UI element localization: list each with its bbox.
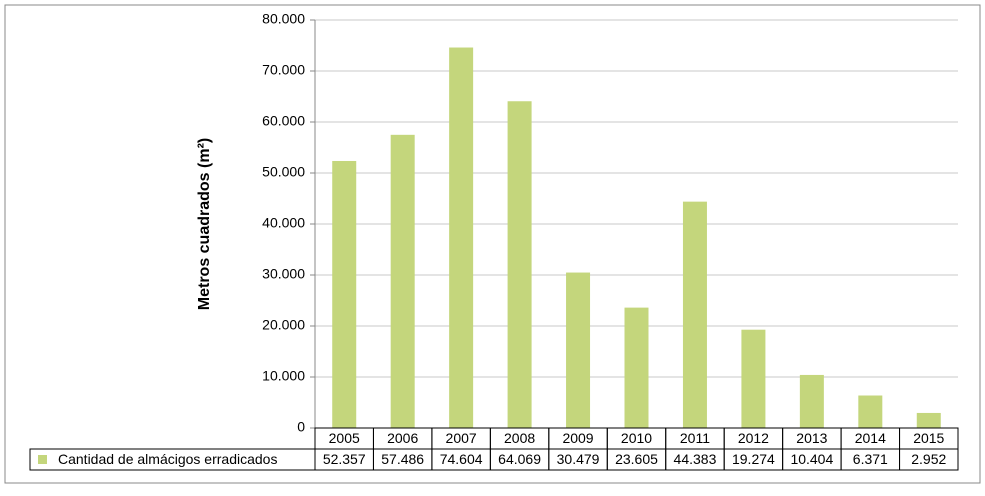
- data-label: 30.479: [557, 451, 600, 467]
- x-tick-label: 2013: [796, 430, 827, 446]
- x-tick-label: 2012: [738, 430, 769, 446]
- data-label: 2.952: [911, 451, 946, 467]
- x-tick-label: 2007: [446, 430, 477, 446]
- y-tick-label: 30.000: [262, 266, 305, 282]
- legend-label: Cantidad de almácigos erradicados: [58, 451, 277, 467]
- bar: [682, 201, 707, 428]
- x-tick-label: 2011: [680, 430, 710, 446]
- chart-frame: [4, 4, 981, 484]
- bar: [741, 329, 766, 428]
- bar: [916, 412, 941, 428]
- x-tick-label: 2009: [562, 430, 593, 446]
- bar: [332, 160, 357, 428]
- bar: [858, 395, 883, 428]
- x-tick-label: 2006: [387, 430, 418, 446]
- data-label: 57.486: [381, 451, 424, 467]
- y-tick-label: 60.000: [262, 113, 305, 129]
- data-label: 23.605: [615, 451, 658, 467]
- x-tick-label: 2015: [913, 430, 944, 446]
- x-tick-label: 2005: [329, 430, 360, 446]
- y-tick-label: 70.000: [262, 62, 305, 78]
- y-tick-label: 10.000: [262, 368, 305, 384]
- y-tick-label: 20.000: [262, 317, 305, 333]
- bar: [507, 101, 532, 428]
- bar: [390, 134, 415, 428]
- table-cell: [29, 448, 316, 471]
- x-tick-label: 2008: [504, 430, 535, 446]
- bar: [624, 307, 649, 428]
- data-label: 19.274: [732, 451, 775, 467]
- data-label: 10.404: [790, 451, 833, 467]
- legend-marker: [38, 455, 47, 464]
- x-tick-label: 2014: [855, 430, 886, 446]
- y-axis-label: Metros cuadrados (m²): [196, 138, 213, 310]
- bar: [799, 374, 824, 428]
- data-label: 52.357: [323, 451, 366, 467]
- y-tick-label: 50.000: [262, 164, 305, 180]
- data-label: 44.383: [674, 451, 717, 467]
- data-label: 64.069: [498, 451, 541, 467]
- bar: [449, 47, 474, 429]
- bar: [566, 272, 591, 428]
- x-tick-label: 2010: [621, 430, 652, 446]
- y-tick-label: 80.000: [262, 11, 305, 27]
- data-label: 74.604: [440, 451, 483, 467]
- data-label: 6.371: [853, 451, 888, 467]
- table-cell: [899, 448, 959, 471]
- y-tick-label: 0: [297, 419, 305, 435]
- y-tick-label: 40.000: [262, 215, 305, 231]
